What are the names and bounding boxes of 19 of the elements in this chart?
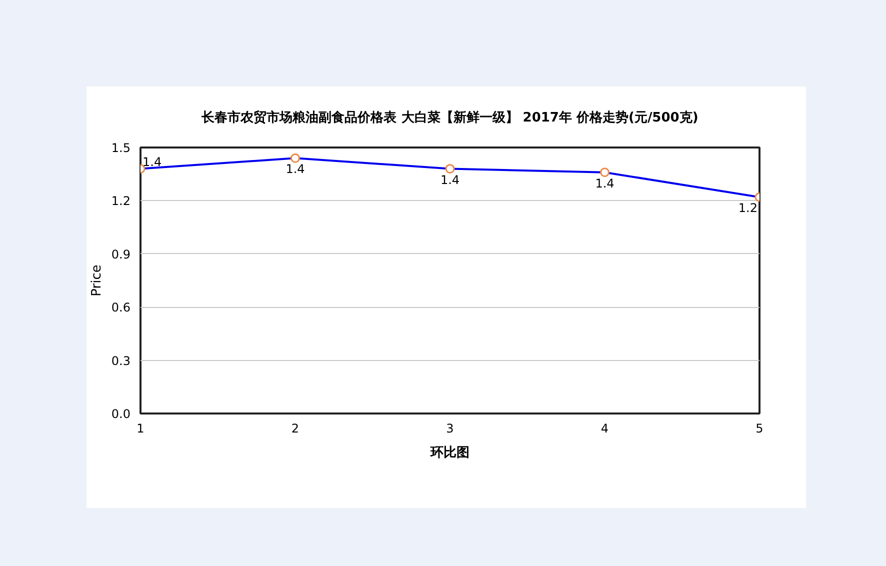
y-tick-label: 0.3 — [111, 354, 131, 368]
x-tick-label: 1 — [136, 422, 144, 436]
data-label: 1.2 — [738, 201, 758, 216]
data-label: 1.4 — [595, 176, 614, 190]
x-tick-label: 2 — [291, 422, 300, 436]
y-tick-label: 0.9 — [111, 247, 131, 262]
y-tick-label: 0.0 — [111, 407, 131, 421]
data-label: 1.4 — [440, 172, 460, 187]
data-label: 1.4 — [142, 154, 162, 169]
data-label: 1.4 — [286, 162, 305, 176]
x-tick-label: 3 — [446, 422, 454, 436]
x-tick-label: 5 — [756, 422, 764, 436]
x-axis-title: 环比图 — [430, 446, 470, 460]
y-tick-label: 1.2 — [111, 194, 131, 208]
x-tick-label: 4 — [600, 422, 609, 436]
y-tick-label: 0.6 — [111, 300, 131, 315]
y-axis-title: Price — [89, 264, 104, 296]
y-tick-label: 1.5 — [111, 141, 131, 155]
chart-title: 长春市农贸市场粮油副食品价格表 大白菜【新鲜一级】 2017年 价格走势(元/500克) — [200, 110, 698, 126]
